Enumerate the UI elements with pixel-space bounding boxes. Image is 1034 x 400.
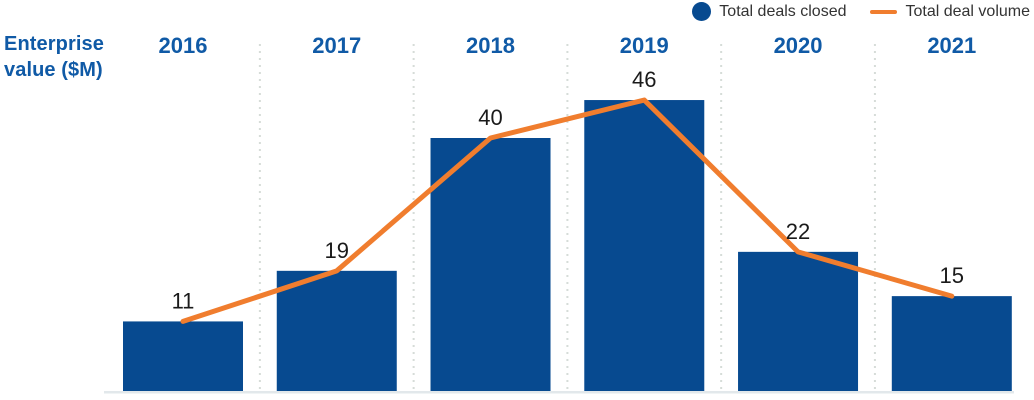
bar-2017 [276, 270, 397, 391]
x-tick-2016: 2016 [159, 33, 208, 58]
deal-volume-line [180, 97, 955, 324]
legend-item-total-deal-volume: Total deal volume [870, 3, 1030, 21]
y-axis-title-line1: Enterprise [4, 33, 104, 55]
bar-2018 [430, 138, 551, 391]
x-tick-2020: 2020 [774, 33, 823, 58]
column-separators [258, 44, 876, 390]
x-tick-2018: 2018 [466, 33, 515, 58]
value-label-2017: 19 [325, 238, 349, 263]
x-axis-line [104, 391, 1014, 394]
bar-2016 [123, 321, 243, 391]
legend-item-total-deals-closed: Total deals closed [692, 2, 846, 21]
x-axis-tick-labels: 2016 2017 2018 2019 2020 2021 [159, 33, 977, 58]
value-label-2020: 22 [786, 219, 810, 244]
x-tick-2017: 2017 [312, 33, 361, 58]
legend-label-deal-volume: Total deal volume [905, 2, 1030, 20]
bar-2020 [738, 251, 859, 391]
bar-2019 [584, 100, 705, 392]
bar-2021 [891, 296, 1012, 391]
x-tick-2019: 2019 [620, 33, 669, 58]
y-axis-title: Enterprise value ($M) [4, 31, 104, 83]
legend: Total deals closed Total deal volume [692, 2, 1030, 21]
value-label-2018: 40 [478, 105, 502, 130]
value-label-2016: 11 [172, 288, 195, 313]
deal-volume-line-series [180, 97, 955, 324]
value-label-2019: 46 [632, 67, 656, 92]
x-axis-baseline [104, 391, 1014, 394]
value-labels: 11 19 40 46 22 15 [172, 67, 964, 313]
legend-label-deals-closed: Total deals closed [719, 2, 847, 20]
y-axis-title-line2: value ($M) [4, 59, 103, 81]
bars-series [123, 100, 1012, 392]
value-label-2021: 15 [940, 263, 964, 288]
deals-closed-circle-icon [692, 2, 712, 21]
x-tick-2021: 2021 [927, 33, 976, 58]
deal-volume-line-icon [870, 9, 898, 14]
